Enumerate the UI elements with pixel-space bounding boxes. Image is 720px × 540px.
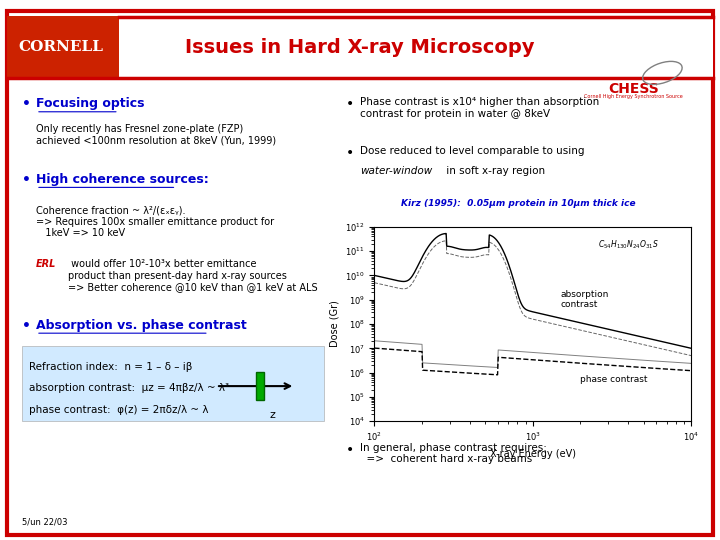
Text: Focusing optics: Focusing optics	[36, 97, 145, 110]
Text: water-window: water-window	[360, 166, 432, 176]
X-axis label: X-ray Energy (eV): X-ray Energy (eV)	[490, 449, 576, 459]
Text: Dose reduced to level comparable to using: Dose reduced to level comparable to usin…	[360, 146, 585, 167]
Text: In general, phase contrast requires:
  =>  coherent hard x-ray beams: In general, phase contrast requires: => …	[360, 443, 547, 464]
Text: absorption contrast:  μz = 4πβz/λ ~ λ³: absorption contrast: μz = 4πβz/λ ~ λ³	[29, 383, 229, 394]
Text: Issues in Hard X-ray Microscopy: Issues in Hard X-ray Microscopy	[185, 38, 535, 57]
Text: Absorption vs. phase contrast: Absorption vs. phase contrast	[36, 319, 247, 332]
Text: CORNELL: CORNELL	[19, 40, 104, 54]
Text: •: •	[346, 443, 354, 457]
Text: absorption
contrast: absorption contrast	[561, 290, 609, 309]
Text: •: •	[346, 97, 354, 111]
Text: phase contrast: phase contrast	[580, 375, 648, 384]
Text: Refraction index:  n = 1 – δ – iβ: Refraction index: n = 1 – δ – iβ	[29, 362, 192, 372]
Text: High coherence sources:: High coherence sources:	[36, 173, 209, 186]
Text: Kirz (1995):  0.05μm protein in 10μm thick ice: Kirz (1995): 0.05μm protein in 10μm thic…	[401, 199, 636, 208]
Text: in soft x-ray region: in soft x-ray region	[443, 166, 545, 176]
FancyBboxPatch shape	[256, 372, 264, 400]
Y-axis label: Dose (Gr): Dose (Gr)	[329, 301, 339, 347]
Text: ERL: ERL	[36, 259, 56, 269]
Text: Coherence fraction ~ λ²/(εₓεᵧ).
=> Requires 100x smaller emittance product for
 : Coherence fraction ~ λ²/(εₓεᵧ). => Requi…	[36, 205, 274, 238]
FancyBboxPatch shape	[7, 16, 713, 78]
Text: •: •	[22, 97, 30, 111]
FancyBboxPatch shape	[7, 11, 713, 535]
Text: z: z	[270, 410, 276, 421]
Text: Cornell High Energy Synchrotron Source: Cornell High Energy Synchrotron Source	[584, 93, 683, 99]
Text: Phase contrast is x10⁴ higher than absorption
contrast for protein in water @ 8k: Phase contrast is x10⁴ higher than absor…	[360, 97, 599, 119]
Text: 5/un 22/03: 5/un 22/03	[22, 517, 67, 526]
FancyBboxPatch shape	[22, 346, 324, 421]
Text: $C_{54}H_{130}N_{24}O_{31}S$: $C_{54}H_{130}N_{24}O_{31}S$	[598, 239, 659, 251]
Text: •: •	[22, 173, 30, 187]
Text: •: •	[22, 319, 30, 333]
Text: Only recently has Fresnel zone-plate (FZP)
achieved <100nm resolution at 8keV (Y: Only recently has Fresnel zone-plate (FZ…	[36, 124, 276, 146]
Text: •: •	[346, 146, 354, 160]
Text: would offer 10²-10³x better emittance
product than present-day hard x-ray source: would offer 10²-10³x better emittance pr…	[68, 259, 318, 292]
Text: CHESS: CHESS	[608, 82, 659, 96]
Text: phase contrast:  φ(z) = 2πδz/λ ~ λ: phase contrast: φ(z) = 2πδz/λ ~ λ	[29, 405, 208, 415]
FancyBboxPatch shape	[7, 16, 119, 78]
